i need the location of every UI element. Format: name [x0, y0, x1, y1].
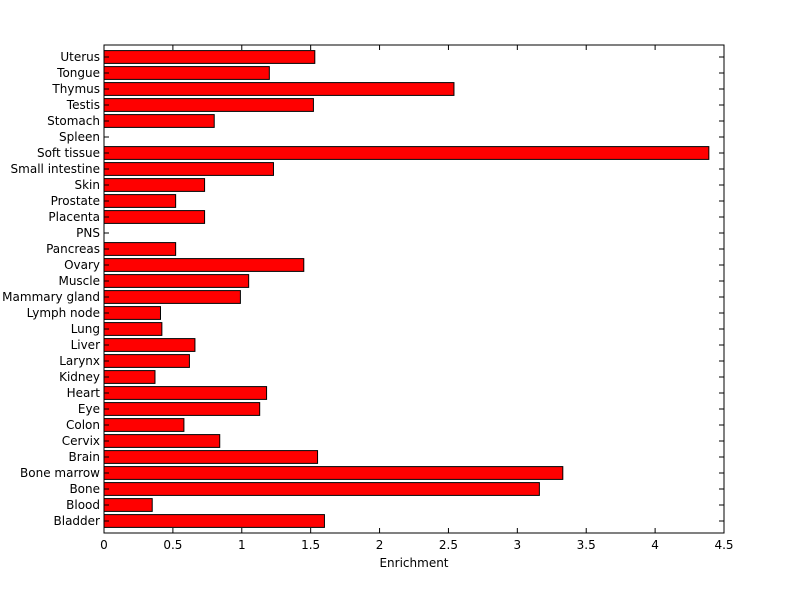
y-tick-label-colon: Colon	[66, 418, 100, 432]
y-tick-label-bladder: Bladder	[54, 514, 101, 528]
x-tick-label-9: 4.5	[714, 538, 733, 552]
y-tick-label-tongue: Tongue	[56, 66, 100, 80]
bar-larynx	[103, 354, 190, 368]
bar-muscle	[103, 274, 250, 288]
y-tick-label-thymus: Thymus	[51, 82, 100, 96]
x-tick-label-1: 0.5	[163, 538, 182, 552]
y-tick-label-liver: Liver	[71, 338, 101, 352]
bar-lymph-node	[103, 306, 161, 320]
y-tick-label-uterus: Uterus	[60, 50, 100, 64]
x-tick-label-3: 1.5	[301, 538, 320, 552]
y-tick-label-pancreas: Pancreas	[46, 242, 100, 256]
bar-mammary-gland	[103, 290, 241, 304]
y-tick-label-cervix: Cervix	[62, 434, 100, 448]
x-tick-label-7: 3.5	[577, 538, 596, 552]
bar-bladder	[103, 514, 325, 528]
bar-blood	[103, 498, 153, 512]
bar-placenta	[103, 210, 206, 224]
bar-liver	[103, 338, 196, 352]
bar-ovary	[103, 258, 305, 272]
bar-colon	[103, 418, 185, 432]
y-tick-label-skin: Skin	[74, 178, 100, 192]
y-tick-label-heart: Heart	[67, 386, 101, 400]
y-tick-label-ovary: Ovary	[64, 258, 100, 272]
y-tick-label-brain: Brain	[69, 450, 100, 464]
x-tick-label-5: 2.5	[439, 538, 458, 552]
y-tick-label-larynx: Larynx	[59, 354, 100, 368]
y-tick-label-eye: Eye	[78, 402, 100, 416]
x-tick-label-6: 3	[514, 538, 522, 552]
bar-bone	[103, 482, 540, 496]
y-tick-label-lymph-node: Lymph node	[27, 306, 100, 320]
x-axis-title: Enrichment	[379, 556, 448, 570]
y-tick-label-blood: Blood	[66, 498, 100, 512]
x-tick-label-4: 2	[376, 538, 384, 552]
bar-lung	[103, 322, 163, 336]
y-tick-label-lung: Lung	[71, 322, 100, 336]
bar-tongue	[103, 66, 270, 80]
y-tick-label-stomach: Stomach	[47, 114, 100, 128]
bar-small-intestine	[103, 162, 274, 176]
y-ticks-group: Uterus Tongue Thymus Testis Stomach Spleen Sof…	[2, 50, 724, 528]
plot-frame	[103, 44, 725, 534]
x-tick-label-2: 1	[238, 538, 246, 552]
y-tick-label-spleen: Spleen	[59, 130, 100, 144]
bar-eye	[103, 402, 261, 416]
y-tick-label-small-intestine: Small intestine	[11, 162, 100, 176]
bar-pancreas	[103, 242, 177, 256]
bar-kidney	[103, 370, 156, 384]
y-tick-label-testis: Testis	[66, 98, 100, 112]
x-tick-label-8: 4	[651, 538, 659, 552]
y-tick-label-bone: Bone	[69, 482, 100, 496]
bar-brain	[103, 450, 319, 464]
bar-skin	[103, 178, 206, 192]
y-tick-label-prostate: Prostate	[51, 194, 100, 208]
y-tick-label-kidney: Kidney	[59, 370, 100, 384]
x-tick-label-0: 0	[100, 538, 108, 552]
bar-testis	[103, 98, 314, 112]
y-tick-label-soft-tissue: Soft tissue	[37, 146, 100, 160]
bar-stomach	[103, 114, 215, 128]
bar-cervix	[103, 434, 221, 448]
bar-soft-tissue	[103, 146, 710, 160]
bar-heart	[103, 386, 268, 400]
y-tick-label-mammary-gland: Mammary gland	[2, 290, 100, 304]
bar-uterus	[103, 50, 316, 64]
y-tick-label-placenta: Placenta	[48, 210, 100, 224]
y-tick-label-pns: PNS	[76, 226, 100, 240]
bar-thymus	[103, 82, 455, 96]
y-tick-label-bone-marrow: Bone marrow	[20, 466, 100, 480]
bar-prostate	[103, 194, 177, 208]
y-tick-label-muscle: Muscle	[58, 274, 100, 288]
bar-bone-marrow	[103, 466, 564, 480]
